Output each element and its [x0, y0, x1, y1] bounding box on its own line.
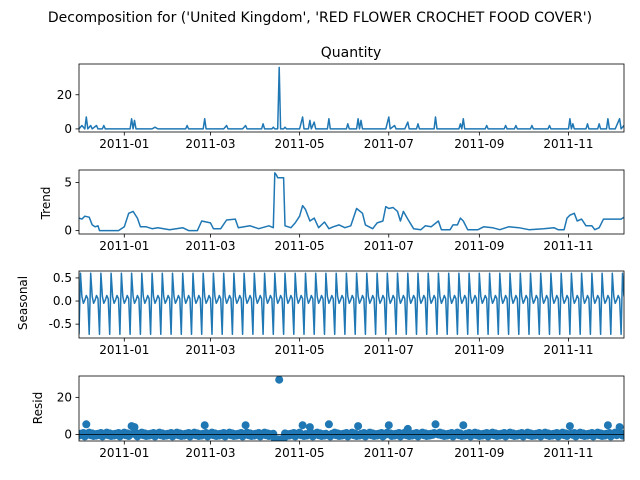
x-tick-label: 2011-03 [185, 446, 235, 460]
x-tick-label: 2011-01 [99, 343, 149, 357]
y-tick-label: 0.5 [53, 271, 72, 285]
resid-point [384, 421, 393, 430]
resid-point [603, 421, 612, 430]
axes-frame [78, 63, 625, 133]
resid-point [615, 423, 624, 432]
y-tick-label: 0 [64, 428, 72, 442]
x-tick-label: 2011-09 [454, 343, 504, 357]
y-tick-label: 5 [64, 176, 72, 190]
x-tick-label: 2011-03 [185, 137, 235, 151]
x-tick-label: 2011-07 [364, 343, 414, 357]
axes-frame [78, 375, 625, 442]
x-tick-label: 2011-01 [99, 446, 149, 460]
x-tick-label: 2011-11 [543, 343, 593, 357]
x-tick-label: 2011-11 [543, 239, 593, 253]
resid-point [200, 421, 209, 430]
plot-area [79, 272, 624, 336]
resid-point [459, 421, 468, 430]
plot-area [79, 66, 624, 130]
y-tick-label: 20 [57, 390, 72, 404]
x-tick-label: 2011-07 [364, 239, 414, 253]
panel-quantity: 2011-01 2011-03 2011-05 2011-07 2011-09 2011-… [57, 63, 625, 151]
seasonal-line [79, 272, 624, 336]
x-tick-label: 2011-09 [454, 446, 504, 460]
y-tick-label: -0.5 [49, 317, 72, 331]
plot-area [79, 172, 624, 232]
x-tick-label: 2011-09 [454, 239, 504, 253]
y-tick-label: 0.0 [53, 294, 72, 308]
figure-suptitle: Decomposition for ('United Kingdom', 'RE… [48, 10, 592, 26]
axes-frame [78, 169, 625, 235]
resid-point [241, 421, 250, 430]
x-tick-label: 2011-11 [543, 446, 593, 460]
panel-trend: 2011-01 2011-03 2011-05 2011-07 2011-09 2011-… [64, 169, 625, 253]
x-tick-label: 2011-09 [454, 137, 504, 151]
resid-point [298, 421, 307, 430]
resid-point [82, 420, 91, 429]
y-tick-label: 20 [57, 88, 72, 102]
ylabel-trend: Trend [39, 187, 53, 221]
resid-point [620, 429, 624, 438]
panel-seasonal: 2011-01 2011-03 2011-05 2011-07 2011-09 2011-… [49, 270, 625, 357]
resid-point [431, 420, 440, 429]
resid-point [275, 376, 284, 384]
x-tick-label: 2011-01 [99, 239, 149, 253]
axes-frame [78, 270, 625, 339]
x-tick-label: 2011-07 [364, 446, 414, 460]
x-tick-label: 2011-11 [543, 137, 593, 151]
x-tick-label: 2011-03 [185, 343, 235, 357]
resid-point [354, 422, 363, 431]
y-tick-label: 0 [64, 224, 72, 238]
panel-resid: 2011-01 2011-03 2011-05 2011-07 2011-09 2011-… [57, 375, 625, 460]
x-tick-label: 2011-03 [185, 239, 235, 253]
x-tick-label: 2011-05 [275, 446, 325, 460]
x-tick-label: 2011-01 [99, 137, 149, 151]
resid-point [565, 422, 574, 431]
series-line [79, 66, 624, 130]
panel-title-quantity: Quantity [321, 45, 382, 61]
ylabel-seasonal: Seasonal [16, 276, 30, 330]
x-tick-label: 2011-07 [364, 137, 414, 151]
series-line [79, 172, 624, 232]
y-tick-label: 0 [64, 122, 72, 136]
x-tick-label: 2011-05 [275, 137, 325, 151]
plot-area [79, 376, 624, 441]
resid-point [324, 420, 333, 429]
x-tick-label: 2011-05 [275, 343, 325, 357]
x-tick-label: 2011-05 [275, 239, 325, 253]
ylabel-resid: Resid [31, 392, 45, 424]
